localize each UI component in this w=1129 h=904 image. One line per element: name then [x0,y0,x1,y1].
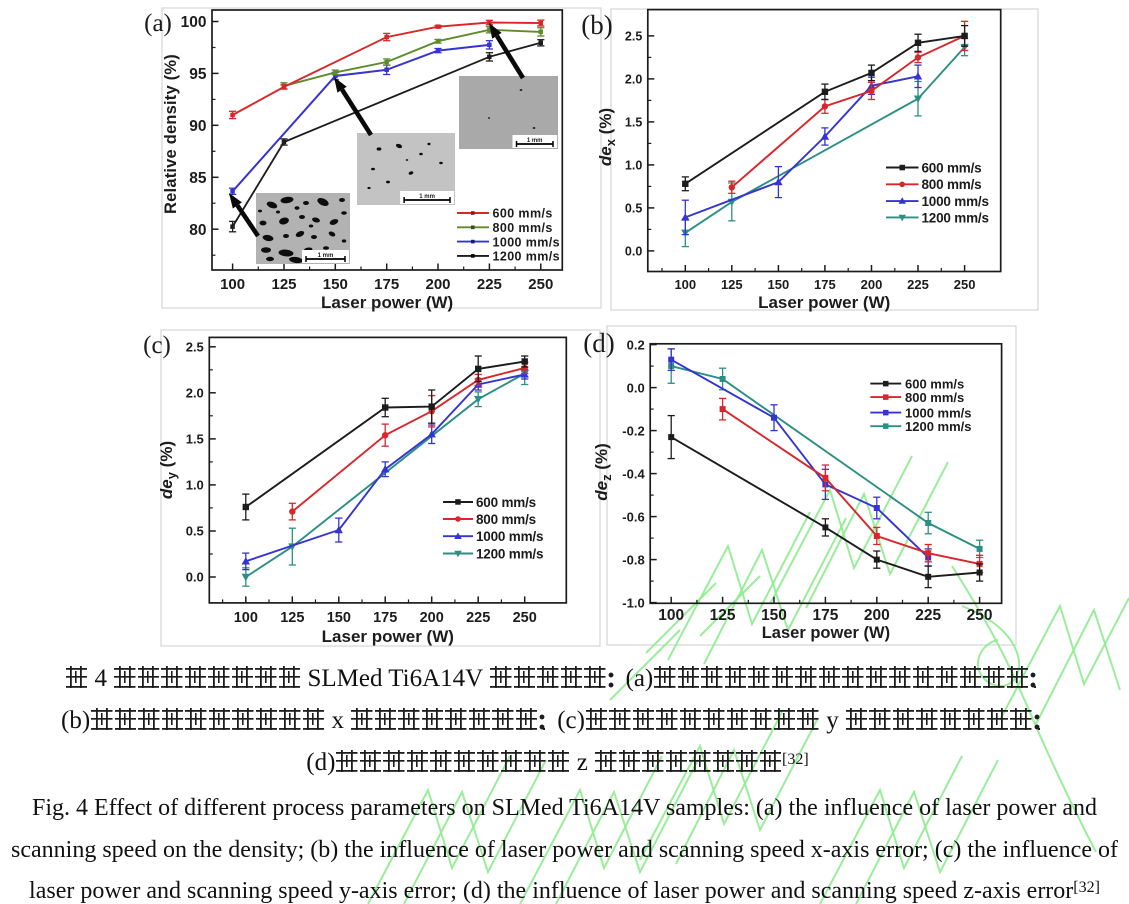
svg-text:1.5: 1.5 [186,432,204,447]
svg-text:225: 225 [466,610,490,626]
svg-text:2.5: 2.5 [186,339,204,354]
svg-text:0.5: 0.5 [625,201,642,215]
svg-text:200: 200 [864,607,890,624]
svg-text:dex (%): dex (%) [596,108,618,166]
svg-text:600 mm/s: 600 mm/s [922,160,982,175]
svg-text:1200 mm/s: 1200 mm/s [905,419,972,434]
svg-text:1 mm: 1 mm [527,138,543,144]
svg-text:1.0: 1.0 [186,478,204,493]
svg-text:225: 225 [907,277,929,292]
svg-text:150: 150 [768,277,790,292]
svg-text:1000 mm/s: 1000 mm/s [922,194,989,209]
svg-text:1 mm: 1 mm [419,194,435,200]
svg-text:-0.6: -0.6 [622,509,644,524]
svg-text:1200 mm/s: 1200 mm/s [493,250,561,264]
svg-text:150: 150 [323,276,348,293]
svg-text:1000 mm/s: 1000 mm/s [476,529,543,544]
svg-text:225: 225 [915,607,941,624]
svg-text:2.5: 2.5 [625,29,642,43]
svg-text:85: 85 [189,170,207,187]
svg-text:(a): (a) [144,10,172,37]
svg-text:90: 90 [189,118,206,135]
svg-text:dey (%): dey (%) [157,441,179,499]
svg-text:225: 225 [477,276,502,293]
svg-text:100: 100 [658,607,684,624]
svg-text:1200 mm/s: 1200 mm/s [476,546,543,561]
svg-text:0.0: 0.0 [186,570,204,585]
svg-text:-0.8: -0.8 [622,552,644,567]
svg-text:150: 150 [761,607,787,624]
svg-text:250: 250 [967,607,993,624]
svg-text:100: 100 [234,610,258,626]
svg-text:125: 125 [280,610,304,626]
svg-text:100: 100 [674,277,696,292]
svg-text:200: 200 [425,276,450,293]
svg-text:-1.0: -1.0 [622,595,644,610]
svg-text:1200 mm/s: 1200 mm/s [922,210,989,225]
svg-text:1.5: 1.5 [625,115,642,129]
svg-text:800 mm/s: 800 mm/s [493,221,553,235]
svg-text:-0.4: -0.4 [622,466,645,481]
svg-text:250: 250 [513,610,537,626]
svg-text:600 mm/s: 600 mm/s [905,376,964,391]
svg-text:80: 80 [189,222,206,239]
svg-text:95: 95 [189,66,207,83]
svg-text:dez (%): dez (%) [592,443,614,501]
svg-text:Laser power (W): Laser power (W) [322,627,454,646]
svg-text:0.0: 0.0 [627,380,645,395]
svg-text:(b): (b) [581,10,612,40]
svg-text:1.0: 1.0 [625,158,642,172]
svg-text:175: 175 [373,610,397,626]
svg-text:200: 200 [861,277,883,292]
svg-text:1000 mm/s: 1000 mm/s [493,235,561,249]
svg-text:100: 100 [220,276,245,293]
svg-text:(d): (d) [583,328,614,358]
svg-text:150: 150 [327,610,351,626]
svg-text:200: 200 [420,610,444,626]
svg-text:600 mm/s: 600 mm/s [493,207,553,221]
svg-text:175: 175 [812,607,838,624]
svg-text:2.0: 2.0 [186,386,204,401]
svg-text:-0.2: -0.2 [622,423,644,438]
svg-text:125: 125 [721,277,743,292]
svg-text:0.5: 0.5 [186,524,204,539]
svg-text:800 mm/s: 800 mm/s [476,512,536,527]
svg-text:1 mm: 1 mm [318,253,334,259]
svg-text:175: 175 [814,277,836,292]
svg-text:100: 100 [181,14,207,31]
svg-text:0.0: 0.0 [625,244,642,258]
svg-text:800 mm/s: 800 mm/s [905,390,964,405]
svg-text:175: 175 [374,276,399,293]
svg-text:Laser power (W): Laser power (W) [762,624,890,642]
svg-text:Laser power (W): Laser power (W) [758,293,890,312]
svg-text:250: 250 [954,277,976,292]
svg-text:1000 mm/s: 1000 mm/s [905,405,972,420]
svg-text:250: 250 [528,276,553,293]
svg-text:800 mm/s: 800 mm/s [922,177,982,192]
svg-text:125: 125 [271,276,296,293]
svg-text:Relative density (%): Relative density (%) [162,54,180,214]
svg-text:600 mm/s: 600 mm/s [476,495,536,510]
svg-text:0.2: 0.2 [627,337,645,352]
svg-text:(c): (c) [143,332,171,359]
svg-text:125: 125 [710,607,736,624]
svg-text:Laser power (W): Laser power (W) [321,293,453,312]
svg-text:2.0: 2.0 [625,72,642,86]
